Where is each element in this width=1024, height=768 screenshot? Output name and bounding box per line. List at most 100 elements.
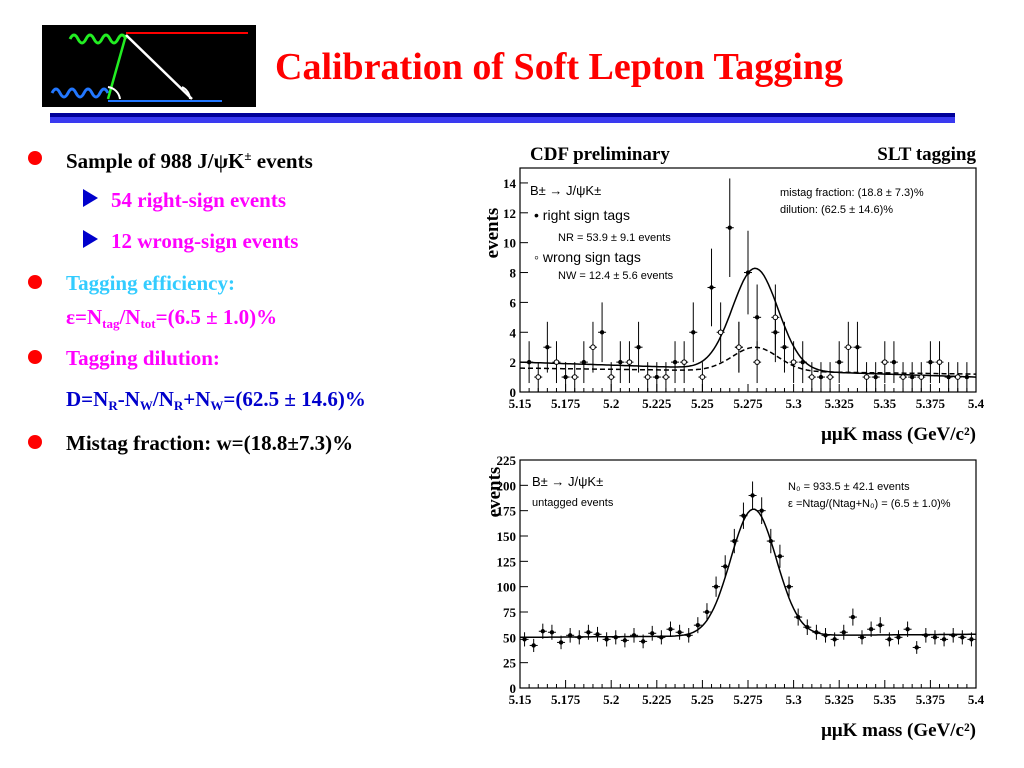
data-point xyxy=(841,630,846,635)
y-tick-label: 0 xyxy=(510,385,517,400)
x-tick-label: 5.4 xyxy=(968,692,985,707)
legend-untagged: untagged events xyxy=(532,497,614,509)
sub-bullet-arrow-icon xyxy=(83,189,98,207)
dil-plus: +N xyxy=(183,387,211,411)
data-point-open xyxy=(918,374,925,380)
data-point-open xyxy=(681,359,687,365)
data-point xyxy=(727,225,732,230)
annotation-dilution: dilution: (62.5 ± 14.6)% xyxy=(780,204,893,216)
y-tick-label: 200 xyxy=(497,478,517,493)
y-tick-label: 125 xyxy=(497,554,517,569)
y-tick-label: 25 xyxy=(503,656,517,671)
data-point xyxy=(604,637,609,642)
data-point xyxy=(969,637,974,642)
data-point xyxy=(677,630,682,635)
x-tick-label: 5.2 xyxy=(603,396,619,411)
epsilon-symbol: ε xyxy=(66,305,75,329)
data-point xyxy=(928,359,933,365)
y-tick-label: 6 xyxy=(510,295,517,310)
data-point-open xyxy=(644,374,651,380)
data-point-open xyxy=(809,374,815,380)
data-point xyxy=(549,630,555,635)
sub-w: W xyxy=(139,398,153,413)
psi-symbol: ψ xyxy=(213,149,229,173)
data-point xyxy=(905,627,910,632)
data-point xyxy=(640,639,646,644)
data-point xyxy=(713,584,719,589)
sub-r: R xyxy=(108,398,118,413)
dil-minus: -N xyxy=(117,387,140,411)
eff-n: =N xyxy=(74,305,103,329)
chart-untagged: events μμK mass (GeV/c²) B± → J/ψK± unta… xyxy=(478,452,988,742)
data-point-open xyxy=(936,359,943,365)
data-point xyxy=(586,630,591,635)
sub-tag: tag xyxy=(102,316,120,331)
dil-slash: /N xyxy=(152,387,174,411)
chart-header-left: CDF preliminary xyxy=(530,144,670,165)
bullet-dot xyxy=(28,275,42,289)
y-axis-label: events xyxy=(484,467,505,518)
data-point xyxy=(526,359,532,365)
data-point-open xyxy=(882,359,888,365)
data-point xyxy=(759,508,764,513)
x-tick-label: 5.35 xyxy=(873,692,896,707)
bullet-efficiency-label: Tagging efficiency: xyxy=(66,271,235,295)
y-tick-label: 150 xyxy=(497,529,517,544)
data-point xyxy=(818,374,824,380)
data-point xyxy=(832,637,837,642)
data-point xyxy=(695,622,701,628)
data-point-open xyxy=(954,374,961,380)
data-point xyxy=(786,584,792,589)
data-point xyxy=(595,632,600,637)
data-point xyxy=(558,640,564,645)
data-point-open xyxy=(608,374,614,380)
data-point xyxy=(563,374,568,380)
x-tick-label: 5.35 xyxy=(873,396,896,411)
x-tick-label: 5.25 xyxy=(691,396,714,411)
data-point xyxy=(859,635,865,640)
data-point xyxy=(941,637,947,642)
data-point xyxy=(960,635,965,640)
data-point xyxy=(951,633,956,638)
data-point xyxy=(531,643,536,648)
x-axis-label: μμK mass (GeV/c²) xyxy=(821,720,976,741)
x-tick-label: 5.225 xyxy=(642,692,672,707)
data-point xyxy=(545,345,550,350)
slide-title: Calibration of Soft Lepton Tagging xyxy=(275,46,843,88)
y-tick-label: 0 xyxy=(510,681,517,696)
data-point xyxy=(795,614,801,620)
data-point xyxy=(855,345,860,350)
y-axis-label: events xyxy=(482,208,503,259)
data-point xyxy=(750,493,755,498)
sub-bullet-wrong-sign: 12 wrong-sign events xyxy=(111,229,299,253)
data-point xyxy=(650,631,655,636)
legend-decay: B± → J/ψK± xyxy=(530,183,601,198)
y-tick-label: 100 xyxy=(497,580,517,595)
fit-curve xyxy=(520,508,976,639)
data-point xyxy=(599,330,605,335)
bullet-sample-pre: Sample of 988 J/ xyxy=(66,149,214,173)
data-point-open xyxy=(790,359,797,365)
x-tick-label: 5.325 xyxy=(825,396,855,411)
data-point xyxy=(540,629,545,634)
y-tick-label: 10 xyxy=(503,236,516,251)
data-point xyxy=(914,645,919,650)
data-point xyxy=(636,345,641,350)
data-point xyxy=(891,359,897,365)
data-point xyxy=(622,638,628,643)
legend-wrong-sign: ◦ wrong sign tags xyxy=(534,249,641,265)
data-point-open xyxy=(626,359,633,365)
y-tick-label: 8 xyxy=(510,266,517,281)
data-point xyxy=(909,374,915,380)
data-point-open xyxy=(553,359,560,365)
data-point-open xyxy=(699,374,706,380)
legend-right-sign: • right sign tags xyxy=(534,207,630,223)
x-tick-label: 5.3 xyxy=(785,396,802,411)
data-point xyxy=(668,627,673,632)
sub-r2: R xyxy=(173,398,184,413)
chart-header-right: SLT tagging xyxy=(877,144,976,165)
data-point xyxy=(837,359,842,365)
data-point-open xyxy=(845,344,852,350)
data-point xyxy=(964,374,970,380)
data-point xyxy=(581,359,587,365)
